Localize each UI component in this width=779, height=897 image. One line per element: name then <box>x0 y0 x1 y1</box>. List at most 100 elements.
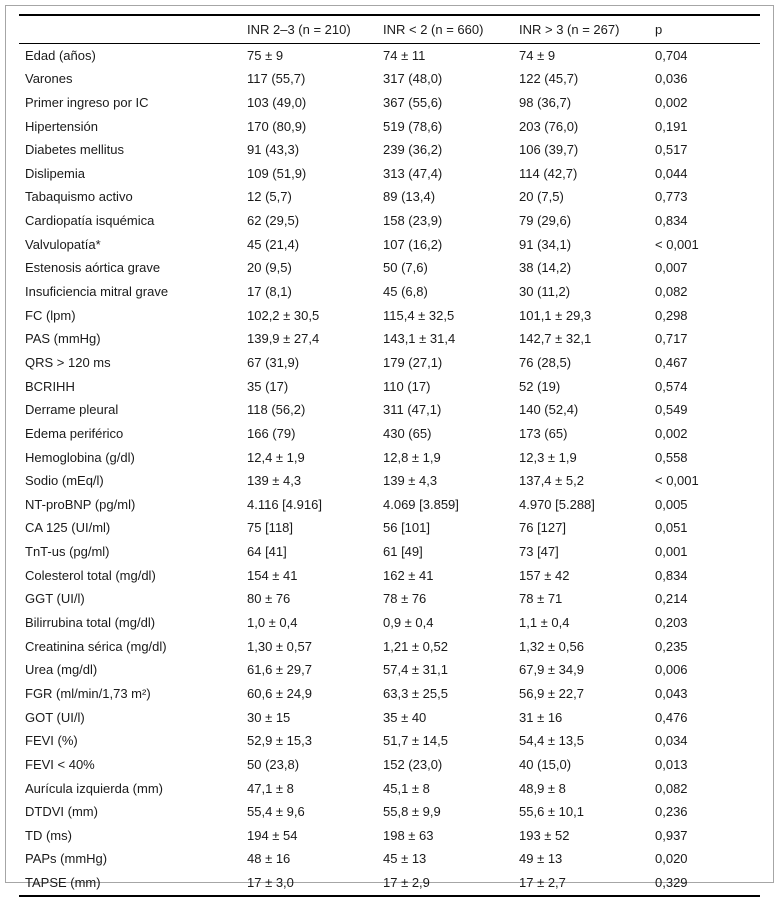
row-label: FC (lpm) <box>25 307 76 323</box>
value-cell: 61,6 ± 29,7 <box>247 662 312 678</box>
value-cell: 20 (7,5) <box>519 189 564 205</box>
value-cell: 107 (16,2) <box>383 236 443 252</box>
value-cell: 73 [47] <box>519 544 559 560</box>
table-row: Varones 117 (55,7) 317 (48,0) 122 (45,7) 0,0… <box>19 67 760 91</box>
value-cell: 0,704 <box>655 47 688 63</box>
row-label: GOT (UI/l) <box>25 709 85 725</box>
value-cell: 50 (23,8) <box>247 756 300 772</box>
value-cell: 0,005 <box>655 496 688 512</box>
value-cell: 0,574 <box>655 378 688 394</box>
table-row: Edema periférico 166 (79) 430 (65) 173 (65)… <box>19 422 760 446</box>
row-label: GGT (UI/l) <box>25 591 85 607</box>
value-cell: 40 (15,0) <box>519 756 572 772</box>
table-row: TAPSE (mm) 17 ± 3,0 17 ± 2,9 17 ± 2,7 0,329 <box>19 871 760 896</box>
value-cell: 193 ± 52 <box>519 827 570 843</box>
header-cell-inr-lt-2: INR < 2 (n = 660) <box>383 22 484 37</box>
value-cell: 101,1 ± 29,3 <box>519 307 592 323</box>
table-row: FEVI < 40% 50 (23,8) 152 (23,0) 40 (15,0) 0,… <box>19 753 760 777</box>
table-row: Tabaquismo activo 12 (5,7) 89 (13,4) 20 (7,… <box>19 185 760 209</box>
value-cell: 519 (78,6) <box>383 118 443 134</box>
row-label: Edema periférico <box>25 425 124 441</box>
row-label: Edad (años) <box>25 47 96 63</box>
value-cell: 75 [118] <box>247 520 294 536</box>
value-cell: 55,8 ± 9,9 <box>383 804 441 820</box>
row-label: Hemoglobina (g/dl) <box>25 449 135 465</box>
table-row: QRS > 120 ms 67 (31,9) 179 (27,1) 76 (28,5)… <box>19 351 760 375</box>
value-cell: 0,717 <box>655 331 688 347</box>
row-label: Urea (mg/dl) <box>25 662 98 678</box>
row-label: QRS > 120 ms <box>25 354 111 370</box>
value-cell: 142,7 ± 32,1 <box>519 331 592 347</box>
value-cell: 115,4 ± 32,5 <box>383 307 455 323</box>
value-cell: 157 ± 42 <box>519 567 570 583</box>
value-cell: 0,044 <box>655 165 688 181</box>
row-label: Tabaquismo activo <box>25 189 133 205</box>
header-cell-p-value: p <box>655 22 663 37</box>
value-cell: 52,9 ± 15,3 <box>247 733 312 749</box>
value-cell: 0,002 <box>655 425 688 441</box>
row-label: Diabetes mellitus <box>25 142 124 158</box>
value-cell: 12,4 ± 1,9 <box>247 449 305 465</box>
value-cell: 0,203 <box>655 615 688 631</box>
value-cell: 154 ± 41 <box>247 567 298 583</box>
value-cell: 0,082 <box>655 284 688 300</box>
value-cell: 0,476 <box>655 709 688 725</box>
value-cell: 173 (65) <box>519 425 568 441</box>
value-cell: 56,9 ± 22,7 <box>519 685 584 701</box>
value-cell: 0,329 <box>655 875 688 891</box>
table-row: Cardiopatía isquémica 62 (29,5) 158 (23,9)… <box>19 209 760 233</box>
value-cell: 317 (48,0) <box>383 71 443 87</box>
value-cell: 45 (21,4) <box>247 236 300 252</box>
value-cell: 194 ± 54 <box>247 827 298 843</box>
table-row: Colesterol total (mg/dl) 154 ± 41 162 ± 41… <box>19 564 760 588</box>
value-cell: 67 (31,9) <box>247 354 300 370</box>
value-cell: 17 ± 2,9 <box>383 875 430 891</box>
header-cell-inr-gt-3: INR > 3 (n = 267) <box>519 22 620 37</box>
row-label: TnT-us (pg/ml) <box>25 544 110 560</box>
value-cell: 35 (17) <box>247 378 289 394</box>
table-row: Bilirrubina total (mg/dl) 1,0 ± 0,4 0,9 ± … <box>19 611 760 635</box>
value-cell: 103 (49,0) <box>247 94 307 110</box>
value-cell: 50 (7,6) <box>383 260 428 276</box>
header-row: INR 2–3 (n = 210) INR < 2 (n = 660) INR … <box>19 15 760 44</box>
table-row: CA 125 (UI/ml) 75 [118] 56 [101] 76 [127] 0,… <box>19 516 760 540</box>
row-label: Creatinina sérica (mg/dl) <box>25 638 167 654</box>
row-label: PAS (mmHg) <box>25 331 101 347</box>
table-row: NT-proBNP (pg/ml) 4.116 [4.916] 4.069 [3.8… <box>19 493 760 517</box>
value-cell: 30 (11,2) <box>519 284 571 300</box>
table-row: Hemoglobina (g/dl) 12,4 ± 1,9 12,8 ± 1,9 12… <box>19 446 760 470</box>
table-row: Urea (mg/dl) 61,6 ± 29,7 57,4 ± 31,1 67,9 ±… <box>19 658 760 682</box>
value-cell: 4.970 [5.288] <box>519 496 595 512</box>
value-cell: 114 (42,7) <box>519 165 578 181</box>
table-row: FC (lpm) 102,2 ± 30,5 115,4 ± 32,5 101,1 ± … <box>19 304 760 328</box>
value-cell: 122 (45,7) <box>519 71 579 87</box>
table-row: Primer ingreso por IC 103 (49,0) 367 (55,6… <box>19 91 760 115</box>
value-cell: 0,773 <box>655 189 688 205</box>
value-cell: 76 [127] <box>519 520 566 536</box>
value-cell: 61 [49] <box>383 544 423 560</box>
value-cell: 143,1 ± 31,4 <box>383 331 456 347</box>
clinical-characteristics-table: INR 2–3 (n = 210) INR < 2 (n = 660) INR … <box>19 14 760 897</box>
value-cell: 166 (79) <box>247 425 296 441</box>
row-label: Insuficiencia mitral grave <box>25 284 169 300</box>
value-cell: 109 (51,9) <box>247 165 307 181</box>
value-cell: 12,8 ± 1,9 <box>383 449 441 465</box>
value-cell: 0,834 <box>655 213 688 229</box>
value-cell: 137,4 ± 5,2 <box>519 473 584 489</box>
value-cell: 51,7 ± 14,5 <box>383 733 448 749</box>
value-cell: 0,051 <box>655 520 688 536</box>
value-cell: 74 ± 9 <box>519 47 556 63</box>
value-cell: 54,4 ± 13,5 <box>519 733 584 749</box>
row-label: Dislipemia <box>25 165 85 181</box>
value-cell: 45 (6,8) <box>383 284 428 300</box>
value-cell: 0,467 <box>655 354 688 370</box>
value-cell: 38 (14,2) <box>519 260 572 276</box>
row-label: Aurícula izquierda (mm) <box>25 780 163 796</box>
table-row: Diabetes mellitus 91 (43,3) 239 (36,2) 106 … <box>19 138 760 162</box>
value-cell: 62 (29,5) <box>247 213 300 229</box>
row-label: Valvulopatía* <box>25 236 101 252</box>
value-cell: 0,002 <box>655 94 688 110</box>
value-cell: 311 (47,1) <box>383 402 442 418</box>
table-row: Sodio (mEq/l) 139 ± 4,3 139 ± 4,3 137,4 ± 5… <box>19 469 760 493</box>
value-cell: 139,9 ± 27,4 <box>247 331 320 347</box>
